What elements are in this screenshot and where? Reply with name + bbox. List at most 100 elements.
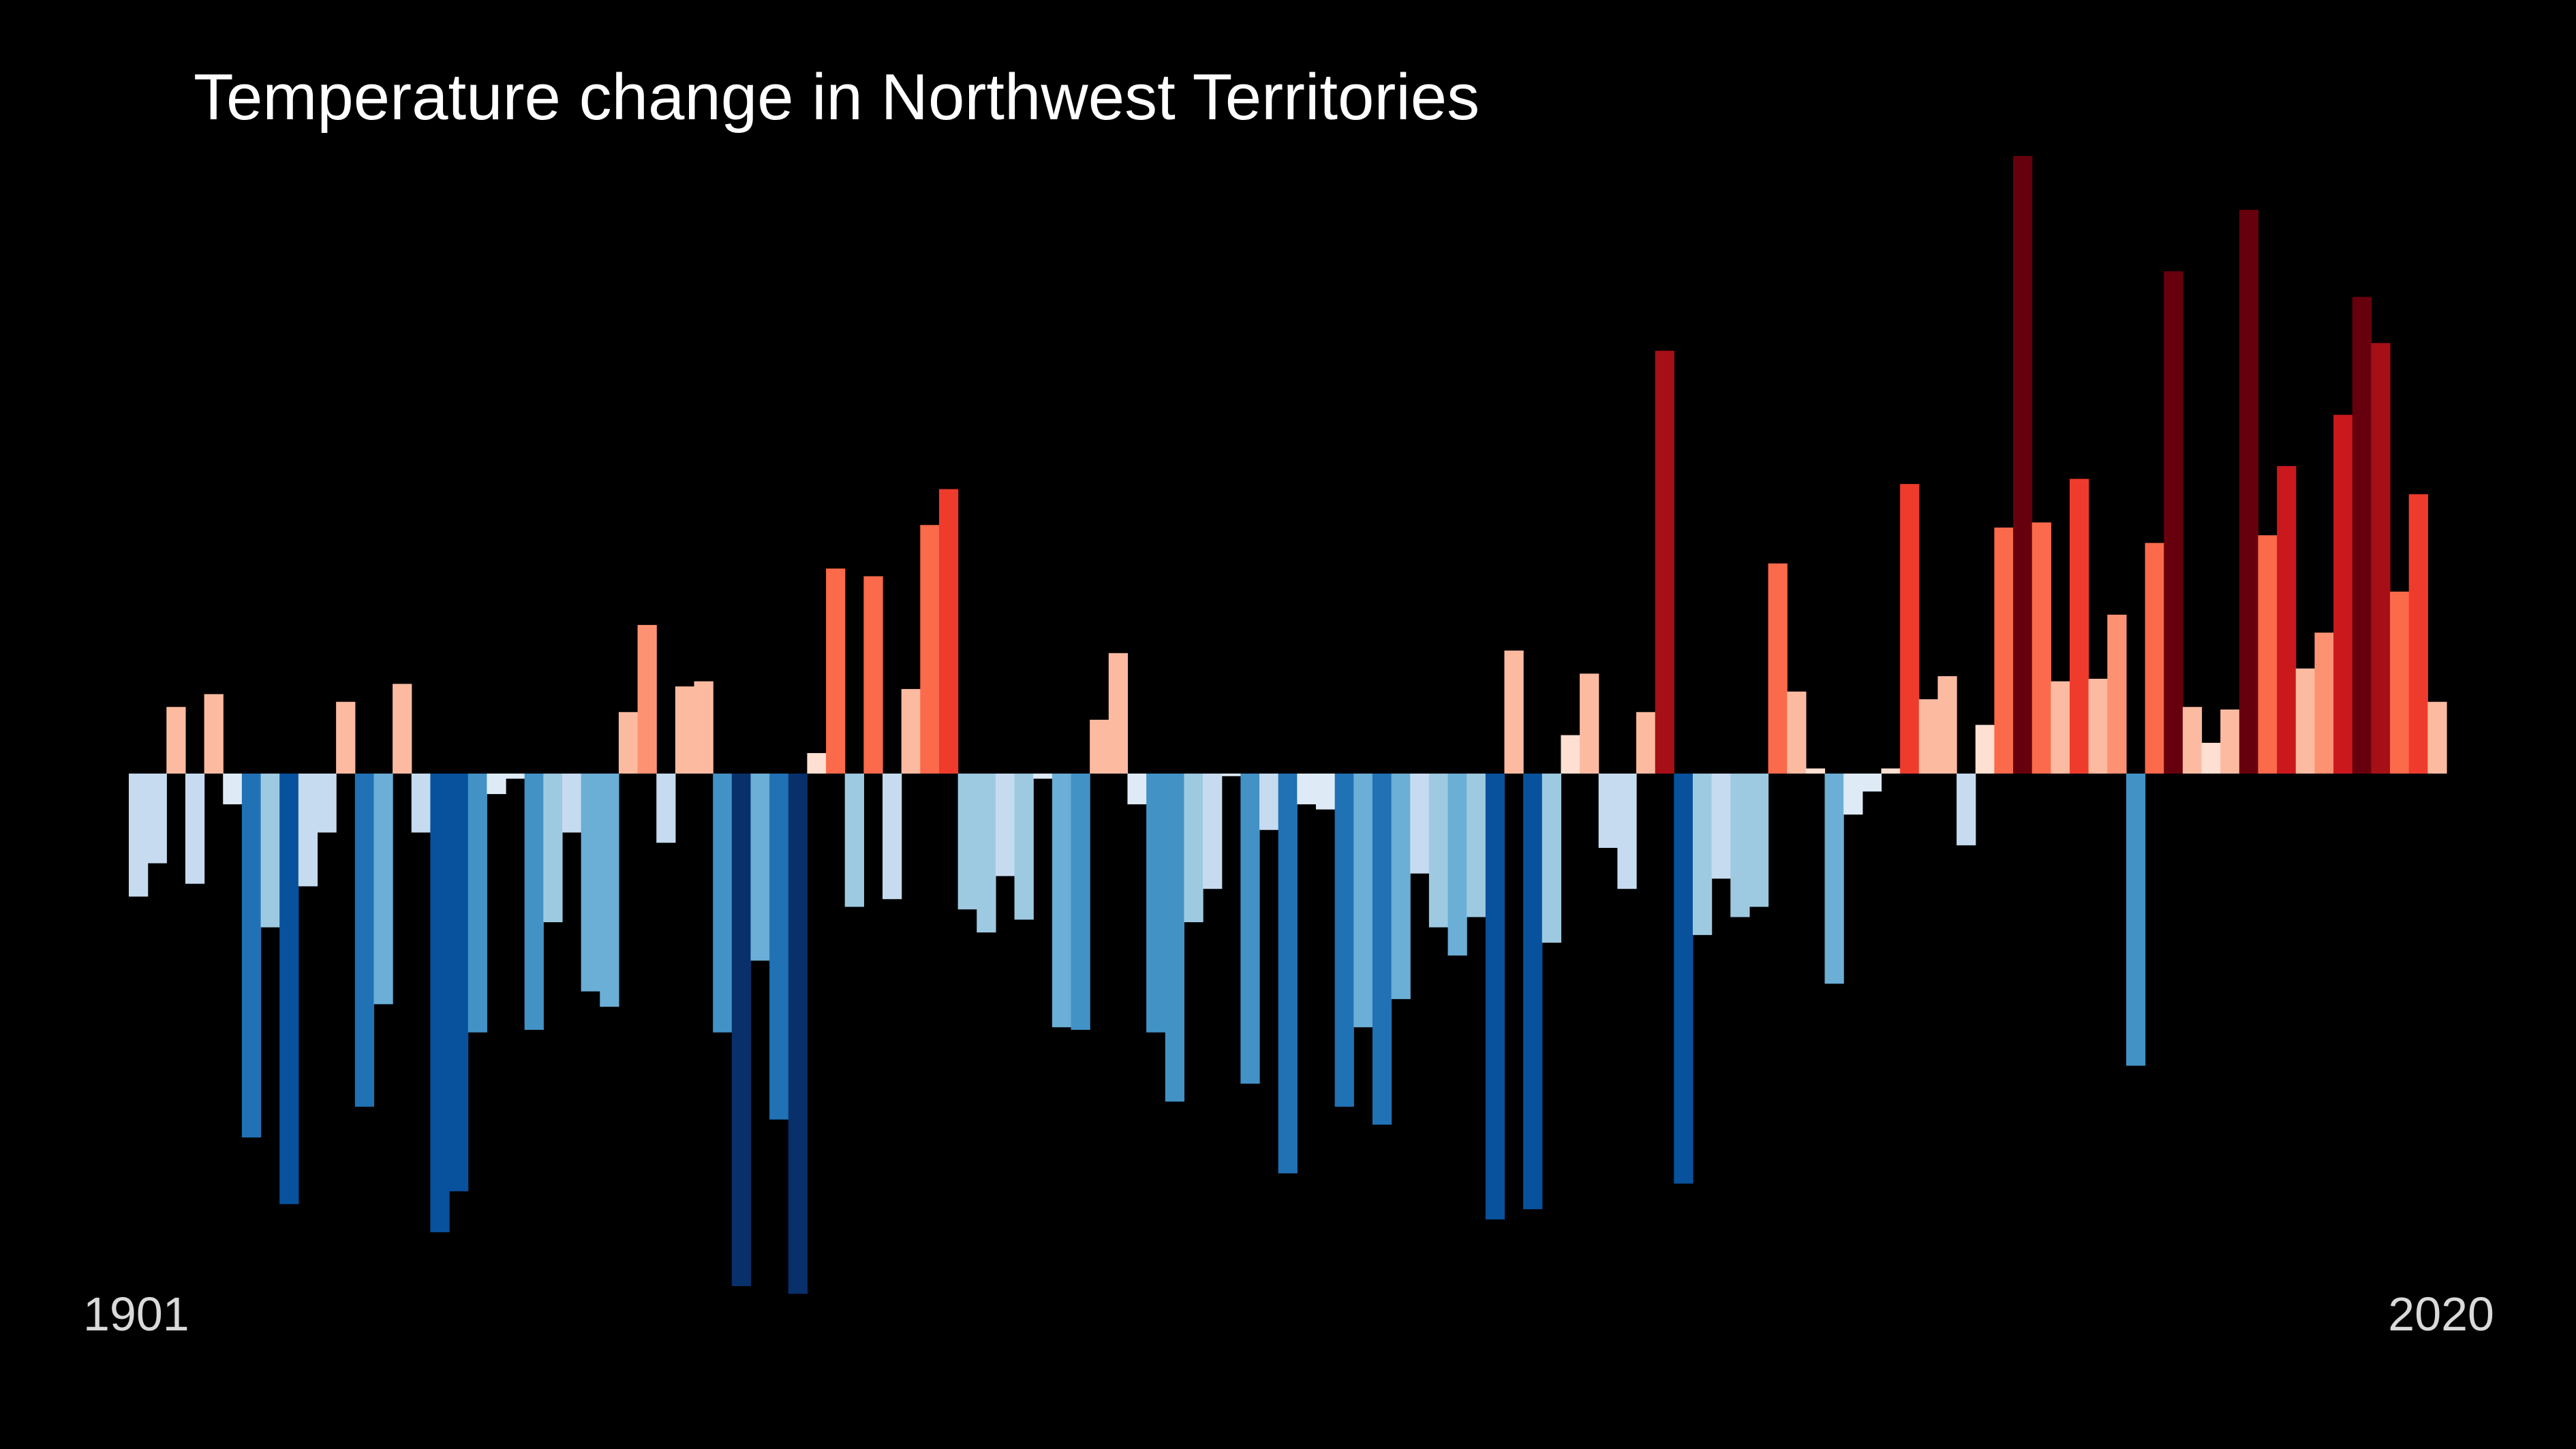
bar-1990	[1805, 768, 1826, 774]
bar-1958	[1203, 774, 1223, 889]
bar-1972	[1467, 774, 1486, 917]
bar-1925	[581, 774, 600, 992]
bar-1930	[675, 686, 695, 774]
bar-1937	[807, 752, 827, 774]
bar-2009	[2164, 271, 2183, 774]
bar-1980	[1617, 774, 1637, 889]
bar-1981	[1636, 712, 1656, 774]
bar-1965	[1334, 774, 1354, 1107]
bar-1941	[883, 774, 902, 900]
start-year-label: 1901	[83, 1287, 189, 1341]
bar-1909	[279, 774, 299, 1204]
bar-2015	[2277, 466, 2297, 774]
bar-2012	[2220, 710, 2240, 774]
bar-2020	[2371, 343, 2391, 774]
bar-2005	[2088, 678, 2108, 774]
bar-1987	[1749, 774, 1769, 907]
bar-1996	[1918, 699, 1939, 774]
bar-1959	[1221, 774, 1241, 776]
bar-1911	[317, 774, 337, 833]
bar-1916	[411, 774, 431, 833]
bar-1929	[656, 774, 676, 843]
bar-1998	[1957, 774, 1976, 846]
bar-1914	[373, 774, 393, 1005]
bar-1912	[336, 701, 356, 774]
bar-1902	[147, 774, 167, 864]
bar-2010	[2182, 707, 2203, 774]
bar-1928	[637, 624, 657, 774]
bar-1950	[1052, 774, 1072, 1028]
bar-1920	[487, 774, 506, 795]
bar-1992	[1843, 774, 1863, 815]
bar-1949	[1033, 774, 1053, 779]
bar-1991	[1824, 774, 1844, 984]
end-year-label: 2020	[2388, 1287, 2494, 1341]
bar-1957	[1184, 774, 1203, 923]
bar-2017	[2314, 632, 2334, 774]
bar-1936	[788, 774, 808, 1294]
bar-1994	[1881, 768, 1901, 774]
bar-1921	[506, 774, 525, 779]
bar-1938	[826, 568, 846, 774]
bar-1927	[618, 712, 639, 774]
bar-1976	[1542, 774, 1562, 943]
bar-1906	[223, 774, 243, 805]
bar-1986	[1730, 774, 1750, 917]
bar-1962	[1278, 774, 1298, 1174]
bar-1923	[543, 774, 563, 923]
bar-1979	[1598, 774, 1618, 849]
bar-1971	[1447, 774, 1467, 956]
chart-title: Temperature change in Northwest Territor…	[194, 61, 1480, 134]
bar-1913	[354, 774, 375, 1107]
bar-1919	[467, 774, 487, 1033]
bar-1910	[298, 774, 318, 887]
bar-1943	[920, 525, 940, 774]
bar-1964	[1315, 774, 1336, 810]
bar-1934	[750, 774, 770, 961]
bar-1932	[713, 774, 733, 1033]
bar-2014	[2258, 535, 2278, 774]
bar-2001	[2013, 155, 2033, 774]
bar-2023	[2427, 701, 2447, 774]
bar-1942	[901, 688, 921, 774]
bar-1993	[1862, 774, 1882, 792]
bar-1933	[731, 774, 752, 1286]
bar-2004	[2069, 478, 2089, 774]
bar-1968	[1391, 774, 1411, 999]
bar-1945	[957, 774, 977, 910]
bar-2000	[1994, 528, 2014, 774]
bar-1978	[1580, 673, 1599, 774]
bar-2011	[2201, 742, 2221, 774]
bar-2008	[2145, 543, 2164, 774]
bar-2013	[2239, 209, 2259, 774]
bar-1939	[844, 774, 864, 907]
bar-2016	[2295, 668, 2316, 774]
bar-1946	[977, 774, 996, 933]
bar-1904	[185, 774, 205, 884]
bar-1955	[1146, 774, 1166, 1033]
bar-1974	[1504, 650, 1524, 774]
bar-1985	[1711, 774, 1731, 879]
bar-2021	[2390, 592, 2410, 774]
bar-1954	[1127, 774, 1147, 805]
bar-1905	[204, 694, 224, 774]
bar-1935	[769, 774, 789, 1120]
bar-1997	[1937, 676, 1957, 774]
bar-2007	[2126, 774, 2146, 1066]
bar-1977	[1561, 735, 1580, 774]
bar-2006	[2107, 614, 2127, 774]
bar-1960	[1240, 774, 1260, 1084]
bar-2019	[2352, 296, 2372, 774]
bar-1901	[129, 774, 149, 897]
bar-1966	[1353, 774, 1373, 1028]
bar-1944	[938, 489, 959, 774]
bar-1982	[1655, 350, 1674, 774]
bar-1952	[1090, 720, 1109, 774]
bar-2003	[2051, 681, 2070, 774]
bar-1999	[1975, 724, 1995, 774]
bar-1953	[1108, 653, 1129, 774]
bar-1948	[1014, 774, 1034, 920]
bar-1918	[449, 774, 469, 1191]
bar-1970	[1428, 774, 1449, 928]
